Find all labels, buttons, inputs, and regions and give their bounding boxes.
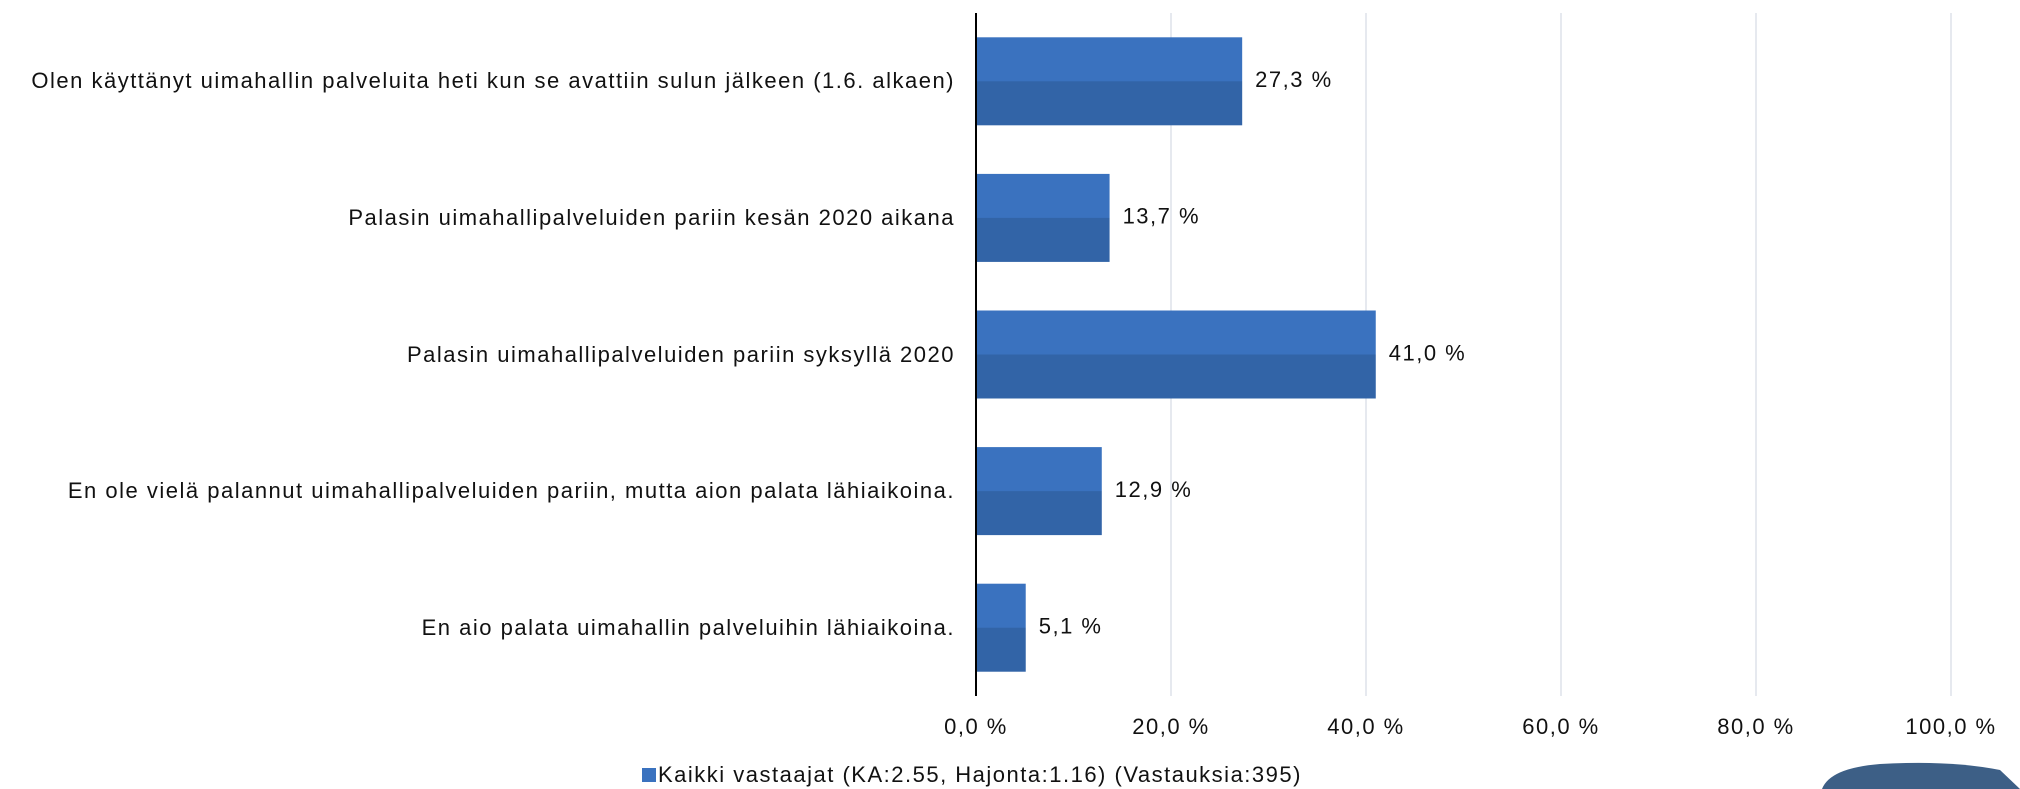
category-text: En ole vielä palannut uimahallipalveluid… <box>67 478 955 504</box>
x-tick-label: 80,0 % <box>1717 714 1795 739</box>
bar <box>976 583 1026 672</box>
value-label: 5,1 % <box>1039 614 1103 639</box>
bar <box>976 37 1243 126</box>
category-text: En aio palata uimahallin palveluihin läh… <box>421 614 955 640</box>
value-label: 41,0 % <box>1389 340 1467 365</box>
bar-shade <box>976 217 1110 262</box>
x-tick-label: 20,0 % <box>1132 714 1210 739</box>
value-label: 13,7 % <box>1123 204 1201 229</box>
bar-shade <box>976 81 1243 126</box>
category-label: Palasin uimahallipalveluiden pariin kesä… <box>10 205 955 231</box>
bar <box>976 173 1110 262</box>
x-tick-label: 60,0 % <box>1522 714 1600 739</box>
category-text: Olen käyttänyt uimahallin palveluita het… <box>31 68 955 94</box>
bar <box>976 310 1376 399</box>
value-label: 27,3 % <box>1255 67 1333 92</box>
bar-shade <box>976 491 1102 536</box>
x-tick-label: 40,0 % <box>1327 714 1405 739</box>
bar-shade <box>976 627 1026 672</box>
logo <box>1822 762 2020 789</box>
legend-label: Kaikki vastaajat (KA:2.55, Hajonta:1.16)… <box>658 762 1302 787</box>
category-label: En ole vielä palannut uimahallipalveluid… <box>10 478 955 504</box>
value-label: 12,9 % <box>1115 477 1193 502</box>
bar <box>976 447 1102 536</box>
x-tick-label: 0,0 % <box>944 714 1008 739</box>
category-text: Palasin uimahallipalveluiden pariin syks… <box>407 341 955 367</box>
category-label: Palasin uimahallipalveluiden pariin syks… <box>10 342 955 368</box>
bar-shade <box>976 354 1376 399</box>
category-label: En aio palata uimahallin palveluihin läh… <box>10 615 955 641</box>
legend-swatch <box>642 768 656 782</box>
category-label: Olen käyttänyt uimahallin palveluita het… <box>10 68 955 94</box>
category-text: Palasin uimahallipalveluiden pariin kesä… <box>348 204 955 230</box>
x-tick-label: 100,0 % <box>1905 714 1996 739</box>
